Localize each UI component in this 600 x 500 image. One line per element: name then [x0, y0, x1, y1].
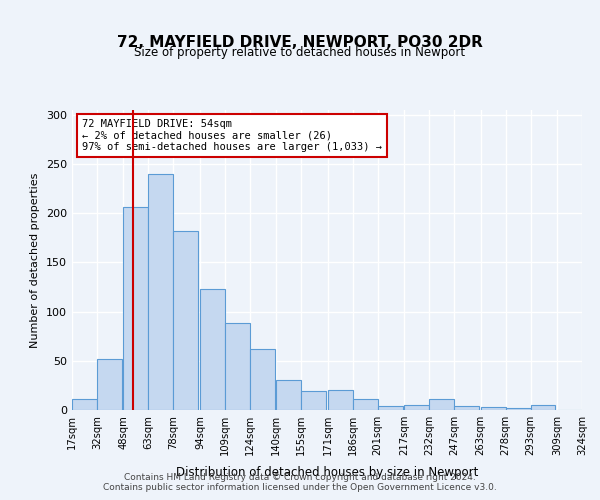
Text: 72, MAYFIELD DRIVE, NEWPORT, PO30 2DR: 72, MAYFIELD DRIVE, NEWPORT, PO30 2DR [117, 35, 483, 50]
Bar [124, 208, 148, 410]
Bar [301, 392, 326, 410]
Text: 72 MAYFIELD DRIVE: 54sqm
← 2% of detached houses are smaller (26)
97% of semi-de: 72 MAYFIELD DRIVE: 54sqm ← 2% of detache… [82, 119, 382, 152]
Bar [97, 359, 122, 410]
X-axis label: Distribution of detached houses by size in Newport: Distribution of detached houses by size … [176, 466, 478, 479]
Text: Contains public sector information licensed under the Open Government Licence v3: Contains public sector information licen… [103, 483, 497, 492]
Bar [148, 174, 173, 410]
Bar [353, 399, 377, 410]
Bar [506, 408, 530, 410]
Bar [72, 399, 97, 410]
Bar [530, 405, 556, 410]
Bar [277, 380, 301, 410]
Bar [225, 324, 250, 410]
Bar [429, 399, 454, 410]
Bar [481, 407, 506, 410]
Bar [173, 231, 198, 410]
Bar [404, 405, 429, 410]
Bar [328, 390, 353, 410]
Bar [454, 406, 479, 410]
Bar [377, 406, 403, 410]
Text: Contains HM Land Registry data © Crown copyright and database right 2024.: Contains HM Land Registry data © Crown c… [124, 473, 476, 482]
Text: Size of property relative to detached houses in Newport: Size of property relative to detached ho… [134, 46, 466, 59]
Bar [200, 289, 225, 410]
Bar [250, 349, 275, 410]
Y-axis label: Number of detached properties: Number of detached properties [31, 172, 40, 348]
